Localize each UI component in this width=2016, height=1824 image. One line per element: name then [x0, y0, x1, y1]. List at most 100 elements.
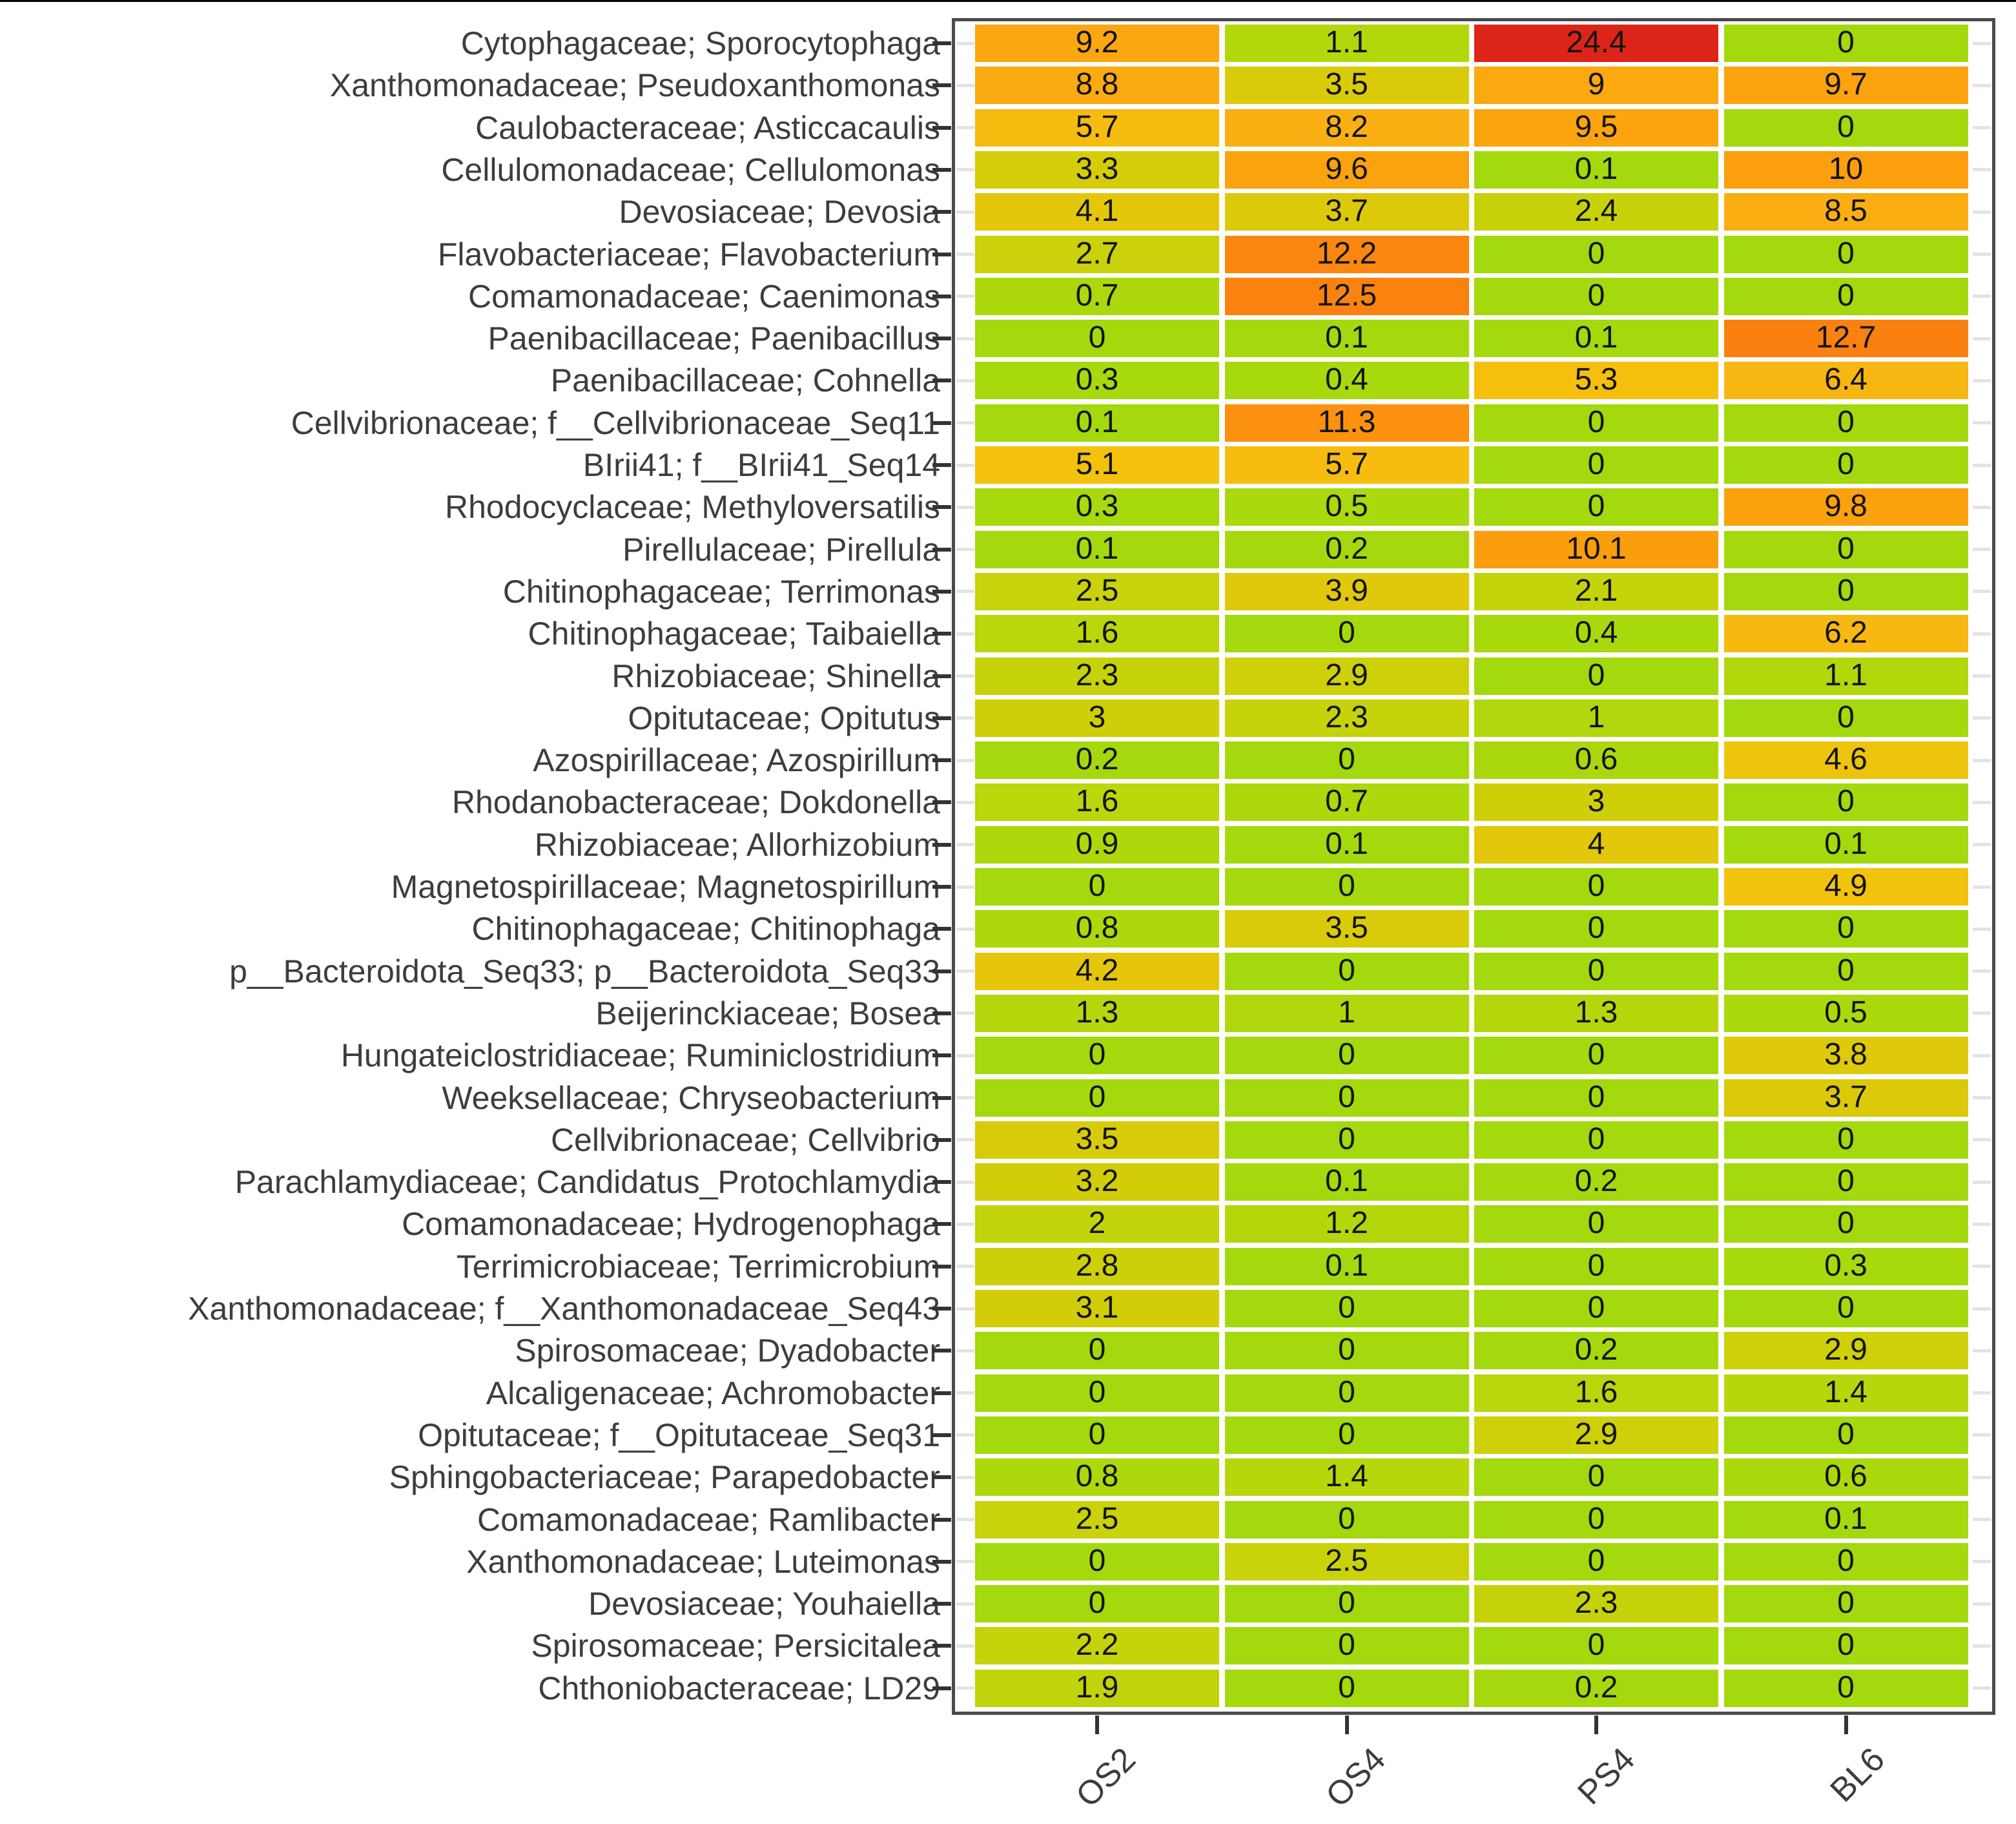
inner-grid-tick: [956, 505, 974, 509]
inner-grid-tick: [956, 83, 974, 87]
heatmap-cell: 2.2: [975, 1627, 1219, 1665]
cell-value: 0: [1338, 1290, 1355, 1325]
heatmap-cell: 0.2: [1474, 1163, 1718, 1201]
row-label: Cellvibrionaceae; f__Cellvibrionaceae_Se…: [291, 404, 940, 441]
cell-value: 0: [1587, 869, 1605, 903]
heatmap-cell: 2.4: [1474, 193, 1718, 231]
y-axis-tick: [932, 41, 951, 45]
heatmap-cell: 12.5: [1224, 277, 1469, 315]
x-axis-label: OS4: [1318, 1740, 1393, 1815]
cell-value: 5.1: [1075, 447, 1119, 481]
inner-grid-tick: [1973, 421, 1991, 425]
heatmap-cell: 6.2: [1723, 615, 1968, 653]
heatmap-cell: 0: [1224, 741, 1469, 780]
cell-value: 0: [1338, 1037, 1355, 1072]
y-axis-tick: [932, 927, 951, 931]
cell-value: 5.3: [1574, 362, 1618, 397]
heatmap-cell: 0.4: [1224, 362, 1469, 400]
row-label: Terrimicrobiaceae; Terrimicrobium: [456, 1248, 940, 1285]
inner-grid-tick: [956, 885, 974, 889]
heatmap-cell: 0: [1474, 952, 1718, 990]
cell-value: 0: [1088, 1586, 1106, 1621]
heatmap-cell: 0.1: [975, 530, 1219, 568]
cell-value: 4.9: [1824, 869, 1867, 903]
inner-grid-tick: [956, 295, 974, 298]
y-axis-tick: [932, 969, 951, 973]
cell-value: 9.8: [1824, 489, 1867, 524]
cell-value: 0: [1338, 1501, 1355, 1536]
cell-value: 1.6: [1075, 616, 1119, 650]
cell-value: 0: [1837, 404, 1855, 439]
inner-grid-tick: [1973, 378, 1991, 382]
heatmap-cell: 0: [1474, 235, 1718, 273]
cell-value: 0: [1587, 1628, 1605, 1663]
heatmap-cell: 1.4: [1723, 1374, 1968, 1412]
cell-value: 1: [1338, 995, 1355, 1030]
heatmap-cell: 0: [1474, 1458, 1718, 1497]
heatmap-cell: 12.2: [1224, 235, 1469, 273]
y-axis-tick: [932, 1391, 951, 1395]
cell-value: 0: [1837, 1543, 1855, 1578]
inner-grid-tick: [956, 1349, 974, 1352]
inner-grid-tick: [956, 1096, 974, 1099]
row-label: Pirellulaceae; Pirellula: [622, 531, 940, 568]
heatmap-cell: 0: [1474, 868, 1718, 906]
cell-value: 1.1: [1325, 25, 1368, 59]
heatmap-cell: 1.1: [1224, 25, 1469, 62]
cell-value: 0: [1587, 404, 1605, 439]
cell-value: 1.4: [1325, 1459, 1368, 1494]
heatmap-cell: 0.1: [1224, 320, 1469, 358]
heatmap-cell: 0: [1723, 783, 1968, 822]
inner-grid-tick: [1973, 1222, 1991, 1226]
cell-value: 11.3: [1317, 404, 1376, 439]
y-axis-tick: [932, 1644, 951, 1648]
inner-grid-tick: [956, 969, 974, 973]
inner-grid-tick: [956, 1433, 974, 1437]
inner-grid-tick: [956, 253, 974, 256]
inner-grid-tick: [1973, 295, 1991, 298]
heatmap-cell: 2.5: [1224, 1542, 1469, 1580]
y-axis-tick: [932, 167, 951, 172]
cell-value: 1.3: [1574, 995, 1618, 1030]
heatmap-cell: 1.2: [1224, 1205, 1469, 1243]
heatmap-cell: 0: [1224, 615, 1469, 653]
cell-value: 2: [1088, 1206, 1106, 1241]
heatmap-cell: 0: [1723, 277, 1968, 315]
cell-value: 12.5: [1316, 278, 1377, 313]
y-axis-tick: [932, 210, 951, 214]
inner-grid-tick: [956, 1180, 974, 1184]
heatmap-cell: 2.9: [1474, 1416, 1718, 1454]
inner-grid-tick: [1973, 126, 1991, 130]
heatmap-cell: 3: [1474, 783, 1718, 822]
cell-value: 4.6: [1824, 742, 1867, 777]
cell-value: 0: [1837, 1290, 1855, 1325]
cell-value: 0: [1837, 447, 1855, 481]
y-axis-tick: [932, 1053, 951, 1058]
cell-value: 0.1: [1574, 151, 1618, 186]
cell-value: 0: [1837, 911, 1855, 946]
heatmap-cell: 0.9: [975, 825, 1219, 864]
cell-value: 1.1: [1824, 658, 1867, 692]
inner-grid-tick: [1973, 1433, 1991, 1437]
heatmap-cell: 0: [1474, 1542, 1718, 1580]
heatmap-cell: 4.1: [975, 193, 1219, 231]
heatmap-cell: 0: [1474, 910, 1718, 948]
inner-grid-tick: [1973, 1265, 1991, 1269]
cell-value: 9.6: [1325, 151, 1368, 186]
heatmap-cell: 4.2: [975, 952, 1219, 990]
cell-value: 3.2: [1075, 1164, 1119, 1199]
y-axis-tick: [932, 252, 951, 256]
x-axis-label: BL6: [1822, 1740, 1892, 1810]
heatmap-cell: 0: [1474, 1627, 1718, 1665]
row-label: Beijerinckiaceae; Bosea: [595, 995, 940, 1031]
cell-value: 0: [1587, 1543, 1605, 1578]
heatmap-cell: 0.8: [975, 1458, 1219, 1497]
cell-value: 2.5: [1075, 573, 1119, 608]
heatmap-cell: 3.2: [975, 1163, 1219, 1201]
row-label: Sphingobacteriaceae; Parapedobacter: [389, 1459, 940, 1496]
heatmap-cell: 0: [1224, 952, 1469, 990]
heatmap-cell: 0: [1474, 1079, 1718, 1117]
heatmap-cell: 0: [1723, 109, 1968, 147]
cell-value: 1: [1587, 700, 1605, 734]
